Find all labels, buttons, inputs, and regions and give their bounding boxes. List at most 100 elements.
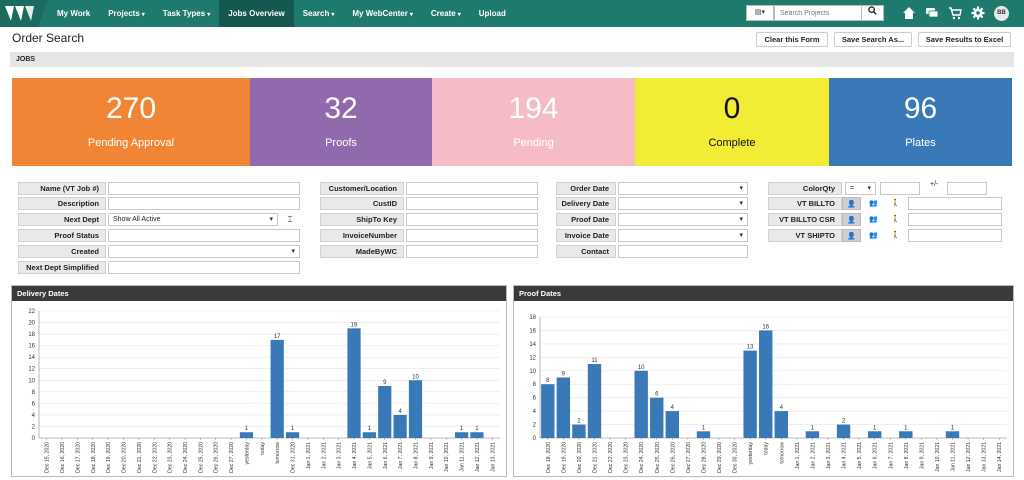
input-vt-billto[interactable] (908, 197, 1002, 210)
proof-dates-panel: Proof Dates 0 2 4 6 8 10 12 14 16 18 8 Dec 18, 2020… (513, 285, 1014, 477)
x-tick-label: Jan 9, 2021 (429, 442, 435, 469)
input-proof-status[interactable] (108, 229, 300, 242)
home-icon[interactable] (902, 6, 916, 20)
nav-item-projects[interactable]: Projects ▾ (99, 0, 154, 27)
x-tick-label: Dec 29, 2020 (717, 442, 723, 473)
x-tick-label: Dec 19, 2020 (561, 442, 567, 473)
label-next-dept: Next Dept (18, 213, 106, 226)
brand-logo[interactable] (0, 0, 48, 27)
input-vt-billto-csr[interactable] (908, 213, 1002, 226)
y-tick-label: 8 (533, 382, 537, 388)
bar-value-label: 13 (747, 345, 754, 351)
input-next-dept-simplified[interactable] (108, 261, 300, 274)
nav-item-label: Search (302, 9, 330, 18)
nav-item-create[interactable]: Create ▾ (422, 0, 470, 27)
cart-icon[interactable] (948, 6, 962, 20)
chat-icon[interactable] (925, 6, 939, 20)
tile-pending[interactable]: 194 Pending (432, 78, 635, 166)
user-group-icon[interactable]: 👥 (869, 216, 878, 223)
search-icon[interactable] (862, 5, 884, 21)
bar-value-label: 10 (412, 374, 419, 380)
person-standing-icon[interactable]: 🚶 (891, 216, 900, 223)
x-tick-label: yesterday (748, 442, 754, 465)
chevron-down-icon: ▾ (331, 12, 335, 18)
input-description[interactable] (108, 197, 300, 210)
tile-label: Complete (708, 137, 756, 149)
tile-label: Pending (513, 137, 554, 149)
nav-item-my-webcenter[interactable]: My WebCenter ▾ (343, 0, 421, 27)
nav-item-upload[interactable]: Upload (470, 0, 515, 27)
tile-proofs[interactable]: 32 Proofs (250, 78, 432, 166)
single-user-icon[interactable]: 👤 (842, 197, 861, 210)
created-date-select[interactable] (108, 245, 300, 258)
project-search: ▤▾ (746, 5, 884, 21)
user-avatar[interactable]: BB (994, 6, 1009, 21)
bar-value-label: 1 (460, 426, 464, 432)
bar (408, 380, 423, 438)
label-proof-date: Proof Date (556, 213, 616, 226)
x-tick-label: Jan 5, 2021 (857, 442, 863, 469)
input-invoicenumber[interactable] (406, 229, 538, 242)
colorqty-input[interactable] (880, 182, 920, 195)
x-tick-label: Jan 12, 2021 (475, 442, 481, 472)
x-tick-label: Dec 17, 2020 (75, 442, 81, 473)
colorqty-operator-select[interactable]: = (845, 182, 876, 195)
delivery-dates-panel: Delivery Dates 0 2 4 6 8 10 12 14 16 18 20 22 Dec 15… (11, 285, 507, 477)
plus-minus-label: +/- (930, 181, 939, 188)
x-tick-label: Dec 26, 2020 (670, 442, 676, 473)
label-vt-billto-csr: VT BILLTO CSR (768, 213, 842, 226)
person-standing-icon[interactable]: 🚶 (891, 232, 900, 239)
bar (572, 424, 586, 438)
nav-item-my-work[interactable]: My Work (48, 0, 99, 27)
y-tick-label: 8 (32, 390, 36, 396)
select-delivery-date[interactable] (618, 197, 748, 210)
input-name-vt-job[interactable] (108, 182, 300, 195)
clear-form-button[interactable]: Clear this Form (756, 32, 828, 47)
save-search-button[interactable]: Save Search As... (834, 32, 912, 47)
x-tick-label: Dec 18, 2020 (546, 442, 552, 473)
input-madebywc[interactable] (406, 245, 538, 258)
person-standing-icon[interactable]: 🚶 (891, 200, 900, 207)
tile-count: 32 (324, 92, 358, 125)
single-user-icon[interactable]: 👤 (842, 229, 861, 242)
y-tick-label: 0 (32, 436, 36, 442)
label-customer-location: Customer/Location (320, 182, 404, 195)
save-to-excel-button[interactable]: Save Results to Excel (918, 32, 1011, 47)
x-tick-label: Jan 10, 2021 (444, 442, 450, 472)
search-projects-input[interactable] (774, 5, 862, 21)
x-tick-label: Dec 19, 2020 (106, 442, 112, 473)
nav-item-jobs-overview[interactable]: Jobs Overview (219, 0, 294, 27)
search-type-select[interactable]: ▤▾ (746, 5, 774, 21)
tile-pending-approval[interactable]: 270 Pending Approval (12, 78, 250, 166)
tile-complete[interactable]: 0 Complete (635, 78, 829, 166)
user-group-icon[interactable]: 👥 (869, 232, 878, 239)
bar (743, 350, 757, 438)
y-tick-label: 2 (533, 423, 537, 429)
bar-value-label: 1 (811, 425, 815, 431)
input-customer-location[interactable] (406, 182, 538, 195)
colorqty-tolerance-input[interactable] (947, 182, 987, 195)
next-dept-select[interactable]: Show All Active (108, 213, 278, 226)
nav-item-label: Task Types (162, 9, 206, 18)
gear-icon[interactable] (971, 6, 985, 20)
text-cursor-icon[interactable]: ⌶ (287, 215, 293, 224)
nav-item-search[interactable]: Search ▾ (294, 0, 344, 27)
input-custid[interactable] (406, 197, 538, 210)
user-group-icon[interactable]: 👥 (869, 200, 878, 207)
single-user-icon[interactable]: 👤 (842, 213, 861, 226)
bar (285, 432, 300, 438)
select-invoice-date[interactable] (618, 229, 748, 242)
bar (899, 431, 913, 438)
x-tick-label: Jan 3, 2021 (826, 442, 832, 469)
input-vt-shipto[interactable] (908, 229, 1002, 242)
bar-value-label: 1 (702, 425, 706, 431)
input-shipto-key[interactable] (406, 213, 538, 226)
input-contact[interactable] (618, 245, 748, 258)
select-order-date[interactable] (618, 182, 748, 195)
chevron-down-icon: ▾ (457, 12, 461, 18)
nav-item-task-types[interactable]: Task Types ▾ (154, 0, 219, 27)
x-tick-label: Dec 28, 2020 (701, 442, 707, 473)
tile-plates[interactable]: 96 Plates (829, 78, 1012, 166)
select-proof-date[interactable] (618, 213, 748, 226)
